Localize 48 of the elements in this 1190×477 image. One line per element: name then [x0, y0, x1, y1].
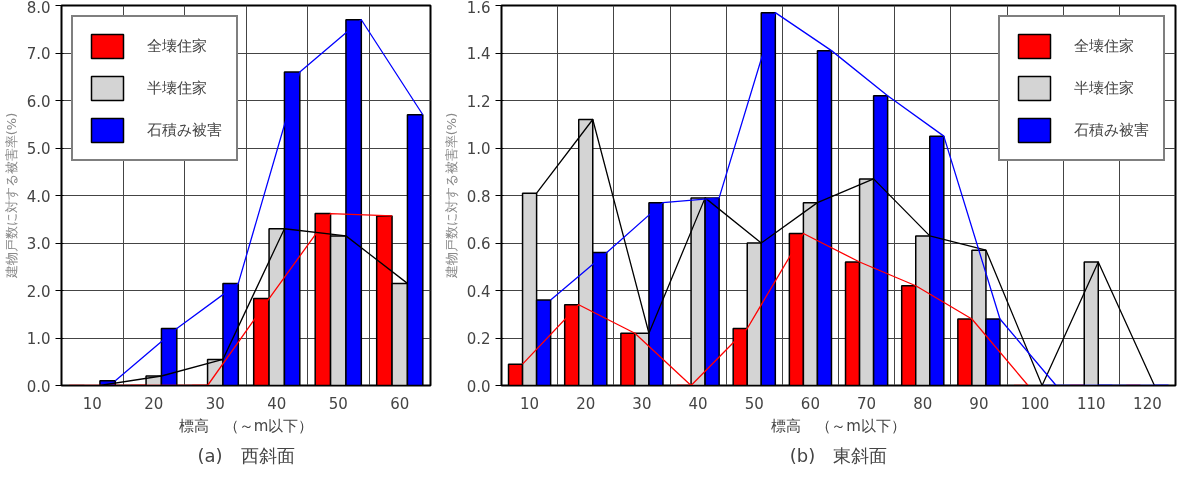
- y-axis-title: 建物戸数に対する被害率(%): [3, 112, 19, 280]
- y-tick-label: 7.0: [26, 45, 51, 63]
- legend-label: 石積み被害: [147, 120, 222, 140]
- x-tick-label: 10: [520, 394, 540, 413]
- y-tick-label: 3.0: [26, 235, 51, 253]
- x-tick-label: 100: [1020, 394, 1050, 413]
- y-tick-label: 0.8: [466, 187, 491, 206]
- y-tick-label: 0.2: [466, 330, 491, 348]
- y-tick-label: 0.4: [466, 282, 491, 301]
- x-tick-label: 60: [390, 394, 410, 413]
- y-tick-label: 1.0: [26, 330, 51, 348]
- x-tick-label: 110: [1076, 394, 1106, 413]
- x-tick-label: 90: [969, 394, 989, 413]
- legend-label: 半壊住家: [147, 78, 207, 98]
- legend-label: 半壊住家: [1074, 78, 1134, 98]
- text: (a) 西斜面: [197, 444, 295, 466]
- x-tick-label: 20: [576, 394, 596, 413]
- y-tick-label: 1.4: [466, 45, 491, 63]
- y-tick-label: 8.0: [26, 0, 51, 17]
- y-tick-label: 1.6: [466, 0, 491, 17]
- x-axis-title: 標高 （～m以下）: [771, 416, 906, 435]
- x-axis-title: 標高 （～m以下）: [178, 416, 314, 435]
- x-tick-label: 50: [328, 394, 348, 413]
- x-tick-label: 60: [800, 394, 820, 413]
- x-tick-label: 50: [744, 394, 764, 413]
- x-tick-label: 40: [688, 394, 708, 413]
- x-tick-label: 30: [632, 394, 652, 413]
- y-tick-label: 5.0: [26, 140, 51, 158]
- y-tick-label: 0.0: [466, 377, 491, 396]
- text: (b) 東斜面: [789, 444, 888, 466]
- x-tick-label: 30: [205, 394, 225, 413]
- x-tick-label: 40: [267, 394, 287, 413]
- x-tick-label: 80: [913, 394, 933, 413]
- y-tick-label: 0.0: [26, 377, 51, 396]
- y-tick-label: 1.2: [466, 92, 491, 111]
- y-tick-label: 6.0: [26, 92, 51, 111]
- y-tick-label: 1.0: [466, 140, 491, 158]
- x-tick-label: 20: [144, 394, 164, 413]
- x-tick-label: 120: [1133, 394, 1162, 413]
- y-tick-label: 0.6: [466, 235, 491, 253]
- y-tick-label: 4.0: [26, 187, 51, 206]
- legend-label: 全壊住家: [147, 36, 207, 56]
- x-tick-label: 10: [82, 394, 102, 413]
- y-axis-title: 建物戸数に対する被害率(%): [443, 112, 459, 280]
- y-tick-label: 2.0: [26, 282, 51, 301]
- legend-label: 全壊住家: [1074, 36, 1134, 56]
- legend-label: 石積み被害: [1074, 120, 1149, 140]
- x-tick-label: 70: [857, 394, 877, 413]
